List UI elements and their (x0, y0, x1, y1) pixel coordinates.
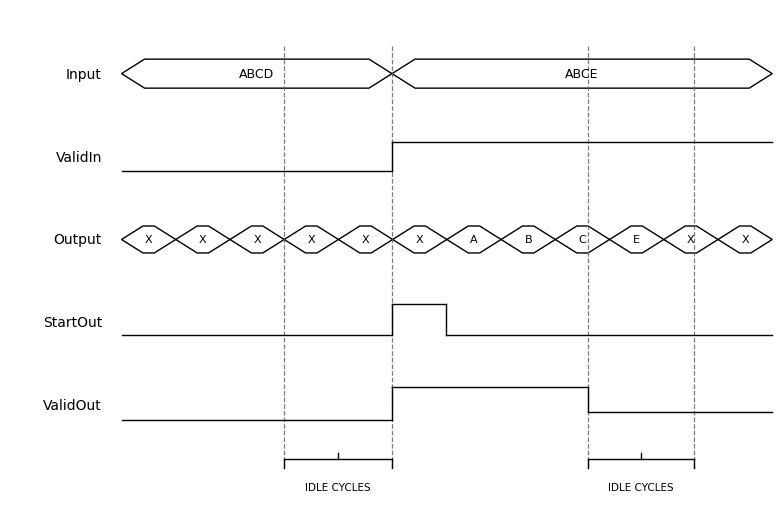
Text: X: X (199, 235, 207, 245)
Text: X: X (253, 235, 261, 245)
Text: ABCD: ABCD (239, 68, 274, 81)
Text: StartOut: StartOut (42, 316, 102, 330)
Text: A: A (470, 235, 477, 245)
Text: IDLE CYCLES: IDLE CYCLES (608, 482, 673, 492)
Text: Input: Input (66, 68, 102, 81)
Text: IDLE CYCLES: IDLE CYCLES (305, 482, 371, 492)
Text: X: X (145, 235, 152, 245)
Text: X: X (416, 235, 423, 245)
Text: X: X (307, 235, 315, 245)
Text: X: X (361, 235, 369, 245)
Text: Output: Output (53, 233, 102, 247)
Text: C: C (579, 235, 586, 245)
Text: ValidOut: ValidOut (43, 399, 102, 412)
Text: X: X (687, 235, 695, 245)
Text: B: B (524, 235, 532, 245)
Text: E: E (633, 235, 641, 245)
Text: ValidIn: ValidIn (56, 150, 102, 164)
Text: X: X (742, 235, 749, 245)
Text: ABCE: ABCE (565, 68, 599, 81)
